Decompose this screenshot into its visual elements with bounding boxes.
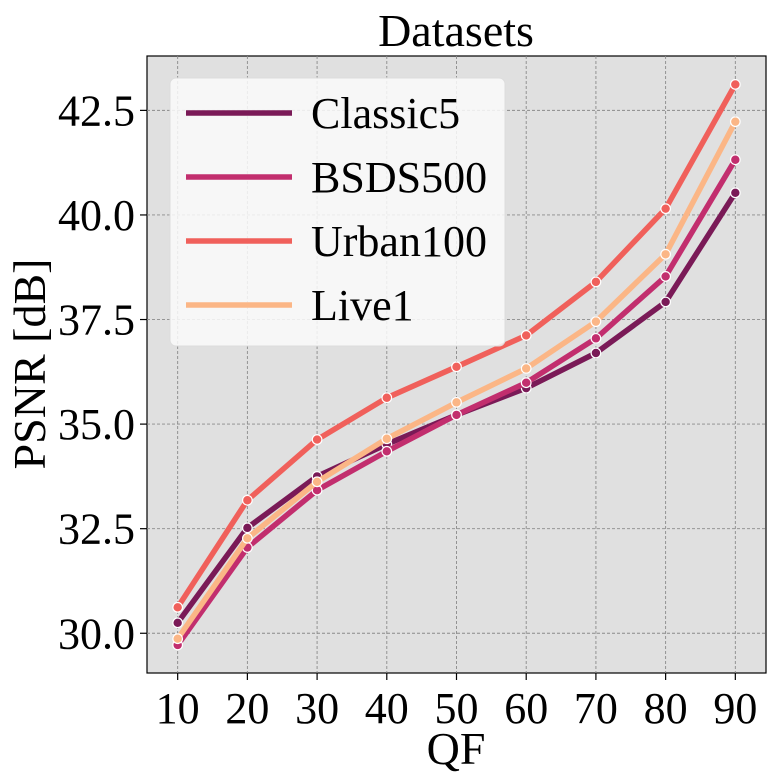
data-point: [311, 476, 323, 488]
data-point: [241, 532, 253, 544]
data-point: [172, 617, 184, 629]
x-tick-label: 20: [225, 684, 269, 733]
series-live1: [172, 116, 741, 645]
data-point: [172, 601, 184, 613]
series-layer: [172, 79, 741, 651]
axis-ticks: 10 20 30 40 50 60 70 80 90 30.0 32.5 35.0 37.5 40.0 42…: [58, 86, 757, 733]
data-point: [660, 248, 672, 260]
data-point: [590, 316, 602, 328]
data-point: [729, 154, 741, 166]
data-point: [311, 434, 323, 445]
data-point: [729, 187, 741, 199]
x-tick-label: 80: [644, 684, 688, 733]
data-point: [520, 377, 532, 389]
data-point: [590, 276, 602, 288]
y-tick-label: 37.5: [58, 296, 135, 345]
y-tick-label: 30.0: [58, 609, 135, 658]
chart-title: Datasets: [378, 5, 534, 56]
x-axis-label: QF: [427, 723, 486, 774]
x-tick-label: 40: [365, 684, 409, 733]
legend-label: BSDS500: [311, 153, 487, 202]
legend: Classic5 BSDS500 Urban100 Live1: [169, 77, 506, 347]
data-point: [590, 332, 602, 344]
x-tick-label: 10: [156, 684, 200, 733]
x-tick-label: 50: [435, 684, 479, 733]
data-point: [451, 361, 462, 373]
x-tick-label: 60: [504, 684, 548, 733]
data-point: [241, 494, 253, 506]
data-point: [381, 433, 393, 445]
y-tick-label: 40.0: [58, 191, 135, 240]
data-point: [729, 79, 741, 90]
y-tick-label: 42.5: [58, 86, 135, 135]
series-urban100: [172, 79, 741, 613]
y-tick-label: 35.0: [58, 400, 135, 449]
data-point: [172, 633, 184, 645]
data-point: [590, 347, 602, 359]
data-point: [451, 409, 462, 421]
data-point: [381, 445, 393, 457]
data-point: [520, 330, 532, 341]
y-axis-label: PSNR [dB]: [4, 259, 55, 470]
data-point: [660, 271, 672, 282]
x-tick-label: 90: [713, 684, 757, 733]
data-point: [520, 363, 532, 374]
data-point: [729, 116, 741, 128]
x-tick-label: 70: [574, 684, 618, 733]
data-point: [451, 396, 462, 408]
legend-label: Live1: [311, 281, 414, 330]
legend-label: Urban100: [311, 217, 487, 266]
y-tick-label: 32.5: [58, 505, 135, 554]
legend-label: Classic5: [311, 89, 460, 138]
data-point: [660, 296, 672, 308]
data-point: [660, 203, 672, 215]
x-tick-label: 30: [295, 684, 339, 733]
legend-box: [169, 77, 506, 347]
data-point: [381, 392, 393, 404]
data-point: [241, 522, 253, 534]
